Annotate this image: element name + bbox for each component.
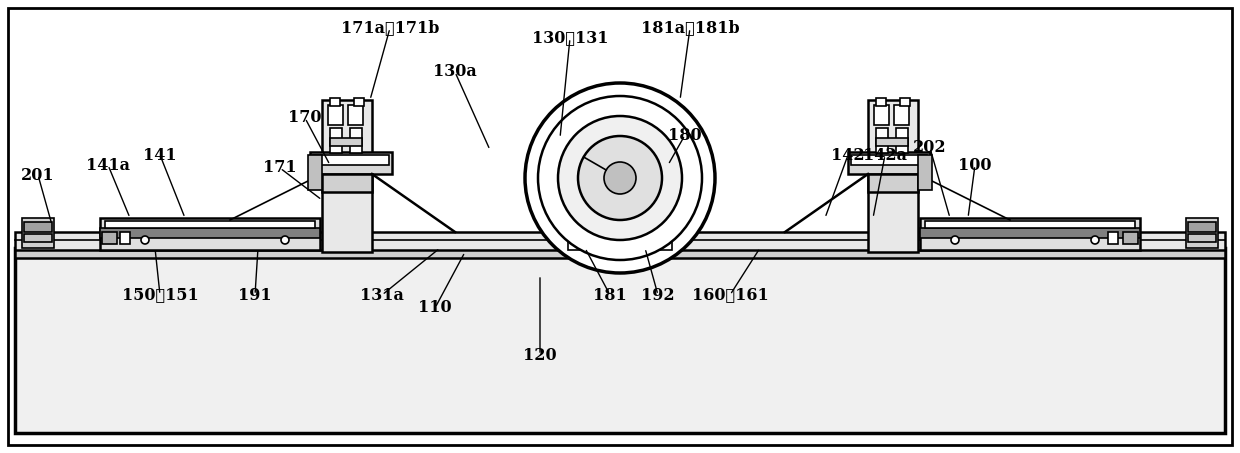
Bar (894, 105, 909, 125)
Text: 110: 110 (418, 299, 451, 317)
Bar (15, 248, 1225, 433)
Bar (1185, 218, 1218, 248)
Circle shape (558, 116, 682, 240)
Bar (105, 221, 315, 228)
Bar (1188, 222, 1216, 232)
Text: 141a: 141a (86, 156, 130, 173)
Circle shape (951, 236, 959, 244)
Text: 160、161: 160、161 (692, 286, 769, 304)
Text: 181a、181b: 181a、181b (641, 19, 739, 37)
Bar (15, 232, 1225, 250)
Bar (874, 105, 889, 125)
Text: 150、151: 150、151 (122, 286, 198, 304)
Bar (330, 138, 362, 146)
Circle shape (604, 162, 636, 194)
Bar (1123, 232, 1138, 244)
Circle shape (1091, 236, 1099, 244)
Bar (920, 218, 1140, 250)
Bar (868, 100, 918, 252)
Circle shape (538, 96, 702, 260)
Bar (1109, 232, 1118, 244)
Bar (918, 155, 932, 190)
Text: 180: 180 (668, 126, 702, 144)
Bar (925, 221, 1135, 228)
Bar (875, 98, 887, 106)
Bar (900, 98, 910, 106)
Bar (348, 105, 363, 125)
Bar (15, 248, 1225, 258)
Circle shape (141, 236, 149, 244)
Bar (868, 174, 918, 192)
Text: 202: 202 (913, 140, 947, 156)
Bar (897, 128, 908, 153)
Bar (329, 105, 343, 125)
Bar (353, 98, 365, 106)
Bar (100, 228, 320, 238)
Bar (322, 100, 372, 252)
Bar (568, 232, 590, 250)
Bar (1188, 234, 1216, 242)
Bar (875, 128, 888, 153)
Bar (100, 218, 320, 250)
Bar (310, 152, 392, 174)
Text: 131a: 131a (360, 286, 404, 304)
Bar (308, 155, 322, 190)
Text: 191: 191 (238, 286, 272, 304)
Circle shape (578, 136, 662, 220)
Bar (24, 234, 52, 242)
Text: 192: 192 (641, 286, 675, 304)
Text: 142a: 142a (863, 146, 906, 164)
Bar (102, 232, 117, 244)
Text: 170: 170 (288, 110, 321, 126)
Bar (24, 222, 52, 232)
Bar (851, 155, 928, 165)
Bar (322, 174, 372, 192)
Text: 120: 120 (523, 347, 557, 363)
Bar (330, 98, 340, 106)
Text: 171a、171b: 171a、171b (341, 19, 439, 37)
Text: 141: 141 (143, 146, 177, 164)
Bar (650, 232, 672, 250)
Bar (920, 228, 1140, 238)
Text: 130a: 130a (433, 63, 477, 81)
Bar (848, 152, 930, 174)
Bar (875, 138, 908, 146)
Text: 130、131: 130、131 (532, 29, 609, 47)
Bar (330, 128, 342, 153)
Text: 171: 171 (263, 159, 296, 177)
Circle shape (525, 83, 715, 273)
Bar (120, 232, 130, 244)
Text: 201: 201 (21, 167, 55, 183)
Text: 142: 142 (831, 146, 864, 164)
Circle shape (281, 236, 289, 244)
Bar (22, 218, 55, 248)
Text: 100: 100 (959, 156, 992, 173)
Bar (312, 155, 389, 165)
Text: 181: 181 (593, 286, 627, 304)
Bar (350, 128, 362, 153)
